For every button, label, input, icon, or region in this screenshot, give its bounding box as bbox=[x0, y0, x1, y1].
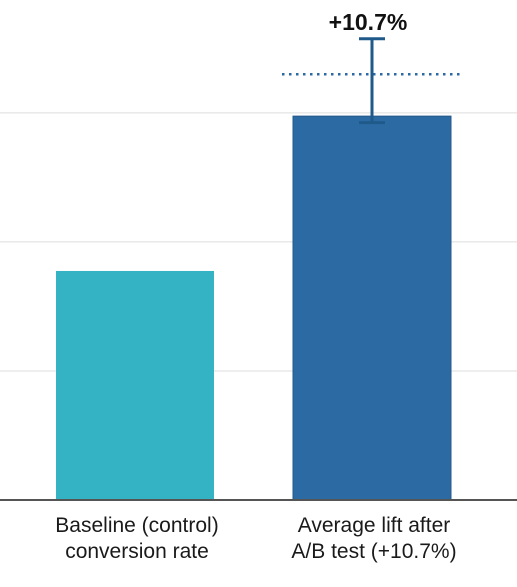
tick-label-0-line-0: Baseline (control) bbox=[55, 514, 218, 537]
tick-label-1: Average lift after A/B test (+10.7%) bbox=[291, 514, 456, 563]
tick-label-1-line-0: Average lift after bbox=[298, 514, 451, 537]
bar-1 bbox=[292, 115, 452, 501]
data-label-0: +10.7% bbox=[329, 9, 408, 35]
category-labels: Baseline (control) conversion rate Average… bbox=[55, 514, 456, 563]
tick-label-1-line-1: A/B test (+10.7%) bbox=[291, 540, 456, 563]
bars bbox=[56, 115, 452, 501]
overlays: +10.7% bbox=[282, 9, 462, 125]
bar-0 bbox=[56, 270, 214, 500]
tick-label-0-line-1: conversion rate bbox=[65, 540, 209, 563]
tick-label-0: Baseline (control) conversion rate bbox=[55, 514, 218, 563]
